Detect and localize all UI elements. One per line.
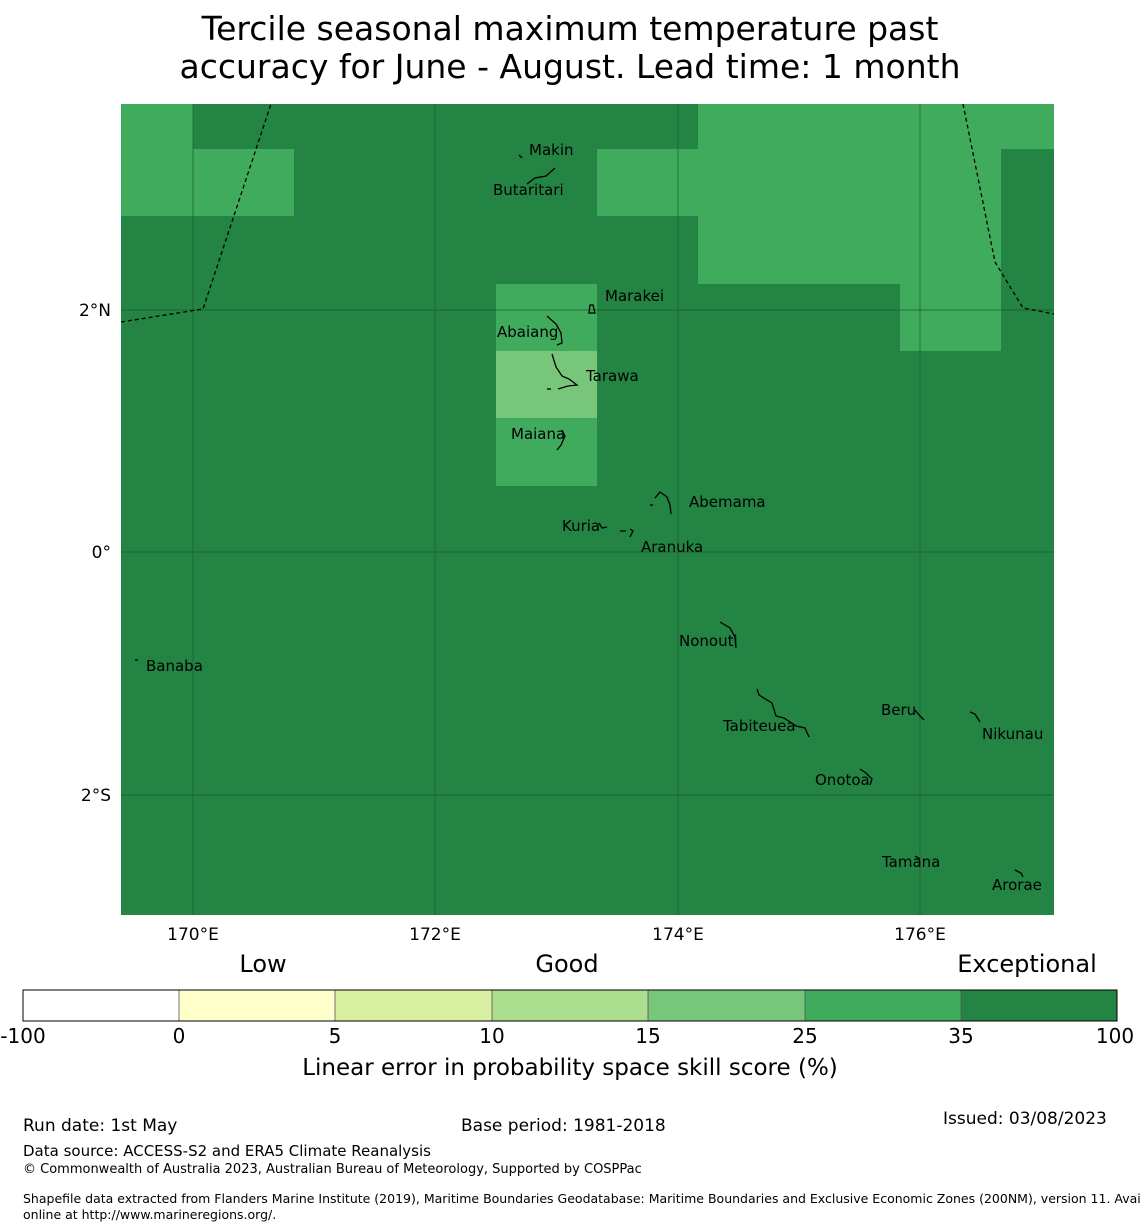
axis-labels: 170°E 172°E 174°E 176°E 2°N 0° 2°S [79,301,946,945]
base-period: Base period: 1981-2018 [461,1116,666,1136]
colorbar-swatch [648,990,805,1021]
colorbar-tick: 25 [792,1024,818,1048]
lat-label: 2°N [79,301,111,321]
island-label-nonouti: Nonouti [679,632,738,650]
colorbar-swatch [961,990,1117,1021]
colorbar-frame [22,989,1118,1022]
island-outlines [135,154,1024,878]
title-line-1: Tercile seasonal maximum temperature pas… [201,9,939,48]
colorbar-tick: 0 [172,1024,186,1048]
colorbar-title: Linear error in probability space skill … [302,1055,838,1081]
island-label-maiana: Maiana [511,425,565,443]
skill-cell [121,104,193,216]
skill-cell [698,149,1001,284]
island-label-kuria: Kuria [562,517,600,535]
skill-cell [496,351,597,418]
island-label-abemama: Abemama [689,493,766,511]
colorbar [22,989,1118,1022]
lon-label: 174°E [652,925,704,945]
map-area: Makin Butaritari Marakei Abaiang Tarawa … [120,103,1055,915]
island-label-abaiang: Abaiang [497,323,558,341]
island-label-tabiteuea: Tabiteuea [722,717,796,735]
colorbar-swatch [23,990,179,1021]
map-title: Tercile seasonal maximum temperature pas… [0,10,1140,86]
skill-cell [597,149,698,216]
gridlines [121,104,1054,915]
shapefile-credit-line-1: Shapefile data extracted from Flanders M… [23,1191,1140,1206]
issued-date: Issued: 03/08/2023 [943,1109,1107,1129]
island-label-marakei: Marakei [605,287,664,305]
copyright: © Commonwealth of Australia 2023, Austra… [23,1162,642,1177]
run-date: Run date: 1st May [23,1116,178,1136]
colorbar-tick: 100 [1095,1024,1135,1048]
island-label-aranuka: Aranuka [641,538,703,556]
island-label-nikunau: Nikunau [982,725,1043,743]
island-label-banaba: Banaba [146,657,203,675]
colorbar-swatch [179,990,335,1021]
colorbar-tick: 15 [635,1024,661,1048]
island-label-beru: Beru [881,701,916,719]
colorbar-category-exceptional: Exceptional [957,950,1097,978]
skill-cell [900,284,1001,351]
skill-cell [193,149,294,216]
title-line-2: accuracy for June - August. Lead time: 1… [179,47,961,86]
island-label-tarawa: Tarawa [585,367,639,385]
island-label-makin: Makin [529,141,574,159]
island-label-onotoa: Onotoa [815,771,870,789]
colorbar-swatch [335,990,492,1021]
colorbar-tick: 5 [328,1024,342,1048]
colorbar-category-low: Low [239,950,287,978]
lon-label: 170°E [167,925,219,945]
lat-label: 0° [92,543,111,563]
data-source: Data source: ACCESS-S2 and ERA5 Climate … [23,1142,431,1160]
lat-label: 2°S [81,786,111,806]
colorbar-tick: 10 [479,1024,505,1048]
colorbar-swatch [492,990,648,1021]
colorbar-tick: 35 [948,1024,974,1048]
island-labels: Makin Butaritari Marakei Abaiang Tarawa … [146,141,1043,894]
island-label-tamana: Tamana [881,853,940,871]
skill-cell [496,284,597,351]
colorbar-tick: -100 [0,1024,46,1048]
island-label-arorae: Arorae [992,876,1042,894]
lon-label: 172°E [409,925,461,945]
eez-boundary [120,103,1055,323]
lon-label: 176°E [894,925,946,945]
colorbar-swatch [805,990,961,1021]
colorbar-category-good: Good [535,950,599,978]
skill-cell [496,418,597,486]
skill-cell [698,104,1054,149]
island-label-butaritari: Butaritari [493,181,564,199]
shapefile-credit-line-2: online at http://www.marineregions.org/. [23,1207,277,1222]
